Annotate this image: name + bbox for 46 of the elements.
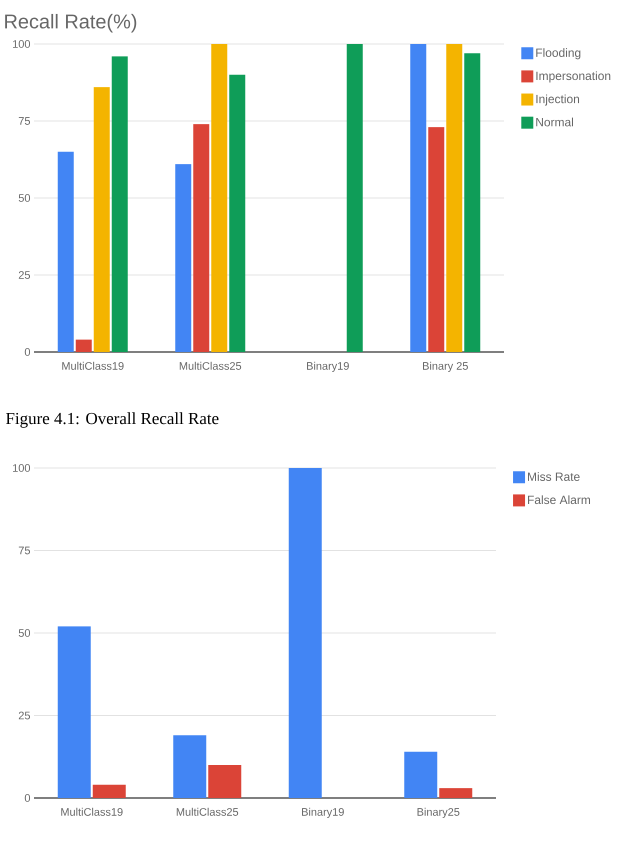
bar (410, 44, 426, 352)
bar (193, 124, 210, 352)
bar (439, 788, 472, 798)
y-tick-label: 25 (18, 271, 30, 279)
bar (229, 74, 246, 352)
x-tick-label: MultiClass19 (62, 362, 124, 370)
x-tick-label: Binary 25 (423, 362, 468, 372)
y-tick-label: 50 (18, 194, 30, 202)
legend-label: Normal (536, 118, 574, 126)
chart-title: Recall Rate(%) (5, 14, 136, 32)
y-tick-label: 50 (18, 629, 30, 637)
legend-label: Miss Rate (528, 472, 580, 481)
y-tick-label: 0 (24, 794, 30, 802)
x-tick-label: Binary25 (418, 808, 460, 818)
bar (58, 626, 91, 798)
legend-label: Injection (536, 94, 580, 106)
bar (76, 340, 92, 352)
y-tick-label: 0 (24, 348, 30, 356)
x-tick-label: Binary19 (302, 808, 344, 818)
x-tick-label: Binary19 (307, 362, 349, 372)
y-tick-label: 75 (18, 546, 30, 554)
y-tick-label: 25 (18, 712, 30, 720)
bar (211, 44, 228, 352)
bar (208, 765, 242, 798)
bar (175, 164, 192, 352)
x-tick-label: MultiClass19 (61, 808, 123, 816)
bar (404, 752, 438, 798)
bar (464, 53, 480, 352)
x-tick-label: MultiClass25 (180, 362, 242, 370)
y-tick-label: 100 (13, 464, 30, 472)
x-tick-label: MultiClass25 (176, 808, 238, 816)
bar (173, 735, 206, 798)
bar (94, 87, 110, 352)
bar (428, 127, 444, 352)
y-tick-label: 75 (18, 117, 30, 125)
caption: Figure 4.1: Overall Recall Rate (6, 412, 218, 428)
y-tick-label: 100 (13, 40, 30, 48)
legend-label: Impersonation (536, 71, 610, 82)
bar (346, 44, 363, 352)
bar (112, 56, 128, 352)
legend-label: Flooding (536, 48, 580, 60)
bar (92, 784, 126, 798)
legend-label: False Alarm (528, 495, 590, 504)
bar (288, 468, 322, 798)
bar (58, 152, 74, 352)
bar (446, 44, 462, 352)
